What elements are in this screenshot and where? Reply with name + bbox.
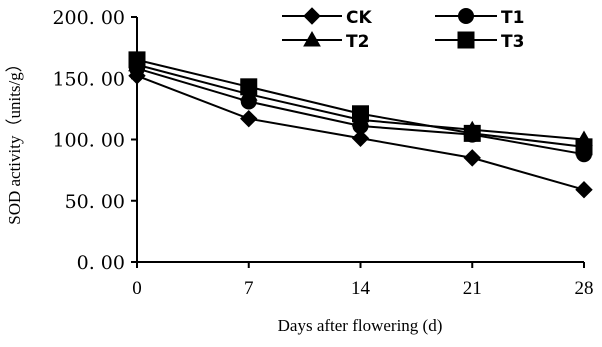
legend-diamond-marker bbox=[303, 7, 321, 25]
data-point-square-marker bbox=[128, 51, 146, 69]
data-point-square-marker bbox=[352, 105, 369, 123]
legend-item-t3: T3 bbox=[435, 31, 524, 52]
data-point-square-marker bbox=[463, 124, 481, 142]
y-tick-label: 0. 00 bbox=[77, 252, 125, 274]
x-axis-ticks: 0 7 14 21 28 bbox=[132, 262, 594, 299]
y-tick-label: 100. 00 bbox=[52, 130, 125, 152]
series-t3 bbox=[128, 51, 593, 156]
legend-item-ck: CK bbox=[282, 7, 372, 28]
legend-square-marker bbox=[457, 31, 475, 49]
legend-label: T1 bbox=[501, 8, 524, 28]
legend-label: CK bbox=[346, 8, 372, 28]
y-tick-label: 200. 00 bbox=[52, 7, 125, 29]
x-tick-label: 28 bbox=[575, 278, 594, 299]
data-point-diamond-marker bbox=[463, 149, 481, 167]
x-tick-label: 14 bbox=[351, 278, 371, 299]
y-axis-title: SOD activity（units/g） bbox=[5, 55, 24, 225]
data-point-diamond-marker bbox=[351, 129, 370, 147]
x-tick-label: 0 bbox=[132, 278, 142, 299]
data-point-square-marker bbox=[575, 138, 593, 156]
data-point-square-marker bbox=[240, 78, 258, 96]
x-tick-label: 7 bbox=[244, 278, 254, 299]
x-tick-label: 21 bbox=[463, 278, 482, 299]
y-tick-label: 50. 00 bbox=[65, 191, 125, 213]
series-layer bbox=[128, 51, 593, 199]
legend-item-t2: T2 bbox=[282, 30, 369, 52]
data-point-diamond-marker bbox=[240, 109, 258, 128]
data-point-diamond-marker bbox=[575, 181, 593, 199]
x-axis-title: Days after flowering (d) bbox=[278, 316, 443, 335]
legend-item-t1: T1 bbox=[435, 8, 524, 28]
legend: CK T1 T2 T3 bbox=[282, 7, 524, 52]
legend-label: T3 bbox=[501, 32, 524, 52]
legend-triangle-marker bbox=[303, 30, 321, 47]
y-axis-ticks: 0. 00 50. 00 100. 00 150. 00 200. 00 bbox=[52, 7, 137, 274]
legend-label: T2 bbox=[346, 32, 369, 52]
legend-circle-marker bbox=[458, 8, 474, 24]
y-tick-label: 150. 00 bbox=[52, 68, 125, 90]
plot-area: 0. 00 50. 00 100. 00 150. 00 200. 00 0 7 14 21 2… bbox=[52, 7, 593, 299]
